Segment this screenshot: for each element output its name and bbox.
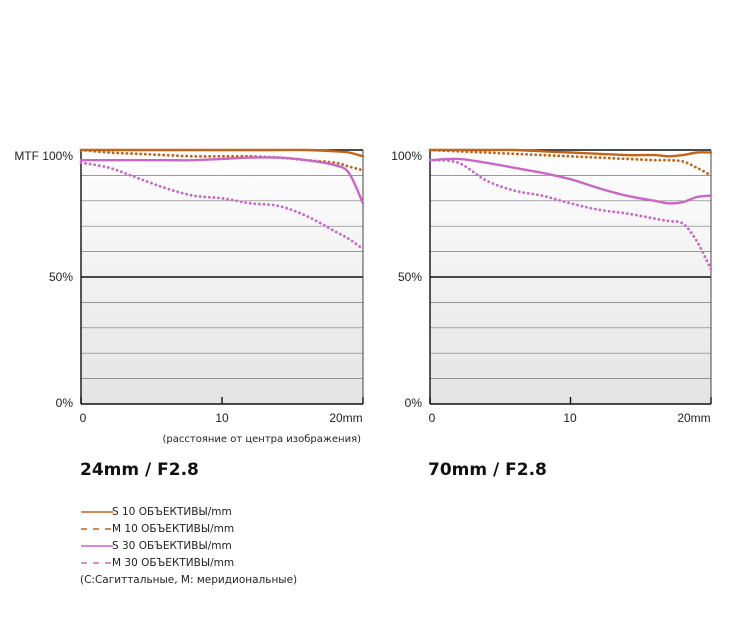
chart-70mm: 100% 50% 0% 0 10 20mm 70mm / F2.8 [391,148,713,480]
chart-title: 24mm / F2.8 [80,460,199,480]
legend-label-s30: S 30 ОБЪЕКТИВЫ/mm [112,540,232,552]
legend-note: (С:Сагиттальные, М: меридиональные) [80,574,297,586]
y-tick-label-0: 0% [56,396,74,410]
y-tick-label-100: 100% [391,149,422,163]
chart-24mm: MTF 100% 50% 0% 0 10 20mm (расстояние от… [14,148,365,480]
legend: S 10 ОБЪЕКТИВЫ/mm M 10 ОБЪЕКТИВЫ/mm S 30… [80,506,297,586]
x-tick-label-20: 20mm [677,411,710,425]
x-tick-label-10: 10 [563,411,577,425]
y-tick-label-50: 50% [398,270,422,284]
x-tick-label-10: 10 [215,411,229,425]
legend-label-m30: M 30 ОБЪЕКТИВЫ/mm [112,557,234,569]
series-layer [428,148,713,271]
plot-area [81,148,363,404]
series-line-1 [428,148,713,177]
legend-label-m10: M 10 ОБЪЕКТИВЫ/mm [112,523,234,535]
chart-title: 70mm / F2.8 [428,460,547,480]
series-line-0 [79,148,365,158]
y-tick-label-0: 0% [405,396,423,410]
series-layer [79,148,365,251]
y-tick-label-50: 50% [49,270,73,284]
y-tick-label-100: MTF 100% [14,149,73,163]
x-tick-label-0: 0 [429,411,436,425]
plot-area [430,148,711,404]
x-axis-note: (расстояние от центра изображения) [163,434,362,445]
series-line-2 [428,157,713,205]
series-line-0 [428,148,713,158]
legend-label-s10: S 10 ОБЪЕКТИВЫ/mm [112,506,232,518]
series-line-1 [79,148,365,172]
x-tick-label-0: 0 [80,411,87,425]
series-line-2 [79,156,365,205]
series-line-3 [79,161,365,251]
series-line-3 [428,158,713,271]
x-tick-label-20: 20mm [329,411,362,425]
